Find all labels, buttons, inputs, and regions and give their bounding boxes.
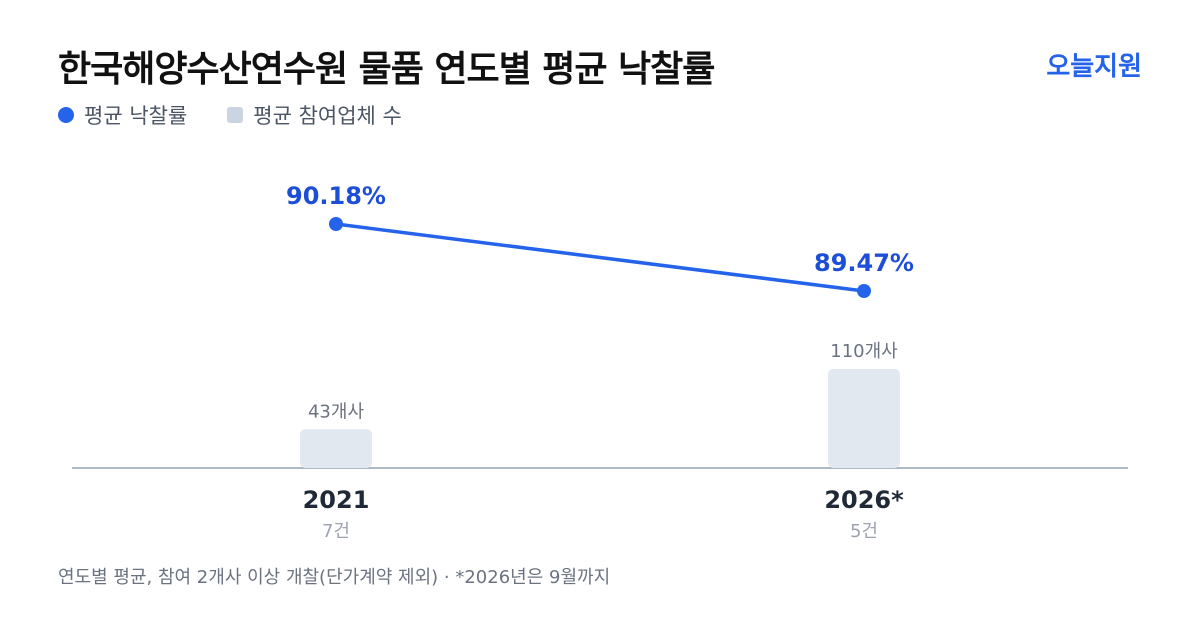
legend-item-rate: 평균 낙찰률 <box>58 100 187 130</box>
legend: 평균 낙찰률 평균 참여업체 수 <box>58 100 402 130</box>
bar-2026* <box>828 369 900 468</box>
bar-label-2026*: 110개사 <box>830 341 898 362</box>
rate-line <box>334 222 866 293</box>
bar-label-2021: 43개사 <box>308 401 364 422</box>
rate-label-2026*: 89.47% <box>814 249 914 277</box>
x-sublabel-2026*: 5건 <box>850 521 878 542</box>
x-tick-label-2021: 2021 <box>303 486 370 514</box>
chart-title: 한국해양수산연수원 물품 연도별 평균 낙찰률 <box>58 49 715 90</box>
legend-label-count: 평균 참여업체 수 <box>253 104 402 128</box>
brand-logo[interactable]: 오늘지원 <box>1046 52 1142 82</box>
legend-item-count: 평균 참여업체 수 <box>227 100 402 130</box>
footnote: 연도별 평균, 참여 2개사 이상 개찰(단가계약 제외) · *2026년은 … <box>58 567 611 588</box>
bar-2021 <box>300 429 372 468</box>
rate-point-2026* <box>857 284 871 298</box>
legend-label-rate: 평균 낙찰률 <box>84 104 188 128</box>
legend-dot-icon <box>58 107 74 123</box>
x-sublabel-2021: 7건 <box>322 521 350 542</box>
rate-point-2021 <box>329 217 343 231</box>
legend-square-icon <box>227 107 244 123</box>
x-tick-label-2026*: 2026* <box>824 486 904 514</box>
rate-label-2021: 90.18% <box>286 182 386 210</box>
